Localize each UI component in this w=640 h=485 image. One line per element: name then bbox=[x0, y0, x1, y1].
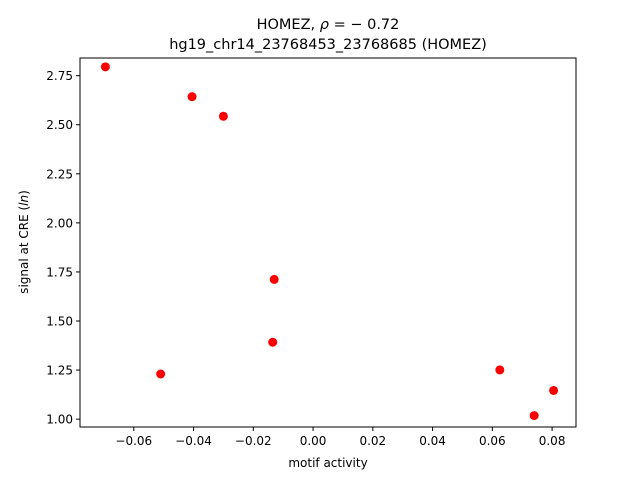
x-tick-label: 0.04 bbox=[419, 434, 446, 448]
y-tick-label: 2.25 bbox=[46, 167, 73, 181]
y-tick-label: 2.00 bbox=[46, 216, 73, 230]
y-tick-label: 1.00 bbox=[46, 413, 73, 427]
y-tick-label: 2.75 bbox=[46, 69, 73, 83]
y-tick-label: 1.75 bbox=[46, 265, 73, 279]
data-point bbox=[529, 411, 539, 421]
x-tick-label: 0.08 bbox=[539, 434, 566, 448]
x-tick-label: −0.04 bbox=[175, 434, 212, 448]
data-point bbox=[100, 62, 110, 72]
x-tick-label: −0.06 bbox=[115, 434, 152, 448]
y-axis-ticks: 1.00 1.25 1.50 1.75 2.00 2.25 2.50 2.75 bbox=[46, 69, 80, 427]
data-point bbox=[218, 111, 228, 121]
plot-area bbox=[79, 57, 577, 428]
y-axis-label: signal at CRE (ln) bbox=[17, 190, 31, 294]
data-points bbox=[100, 62, 559, 421]
plot-frame bbox=[79, 57, 577, 428]
data-point bbox=[187, 92, 197, 102]
chart-title-line1: HOMEZ, ρ = − 0.72 bbox=[257, 17, 400, 33]
chart-title-line2: hg19_chr14_23768453_23768685 (HOMEZ) bbox=[169, 37, 487, 53]
data-point bbox=[156, 369, 166, 379]
x-tick-label: 0.06 bbox=[479, 434, 506, 448]
x-axis-ticks: −0.06 −0.04 −0.02 0.00 0.02 0.04 0.06 0.08 bbox=[115, 427, 565, 448]
data-point bbox=[269, 274, 279, 284]
x-tick-label: 0.00 bbox=[300, 434, 327, 448]
y-tick-label: 2.50 bbox=[46, 118, 73, 132]
data-point bbox=[268, 337, 278, 347]
x-tick-label: 0.02 bbox=[359, 434, 386, 448]
data-point bbox=[495, 365, 505, 375]
x-tick-label: −0.02 bbox=[235, 434, 272, 448]
data-point bbox=[549, 385, 559, 395]
x-axis-label: motif activity bbox=[288, 456, 367, 470]
y-tick-label: 1.25 bbox=[46, 364, 73, 378]
y-tick-label: 1.50 bbox=[46, 315, 73, 329]
